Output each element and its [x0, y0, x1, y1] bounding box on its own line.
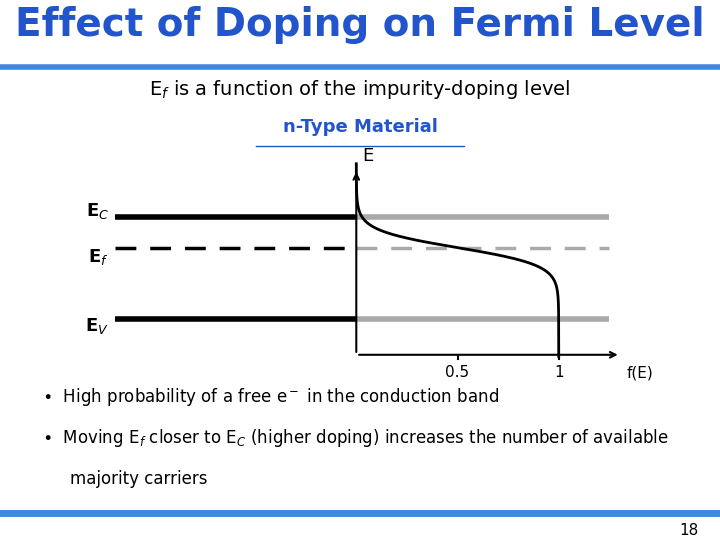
Text: E$_V$: E$_V$: [85, 316, 109, 336]
Text: f(E): f(E): [626, 366, 653, 381]
Text: E$_f$: E$_f$: [89, 247, 109, 267]
Text: 1: 1: [554, 366, 564, 381]
Text: majority carriers: majority carriers: [70, 470, 207, 488]
Text: Effect of Doping on Fermi Level: Effect of Doping on Fermi Level: [15, 5, 705, 44]
Text: $\bullet$  High probability of a free e$^-$ in the conduction band: $\bullet$ High probability of a free e$^…: [42, 386, 499, 408]
Text: E: E: [362, 147, 373, 165]
Text: n-Type Material: n-Type Material: [282, 118, 438, 137]
Text: $\bullet$  Moving E$_f$ closer to E$_C$ (higher doping) increases the number of : $\bullet$ Moving E$_f$ closer to E$_C$ (…: [42, 427, 669, 449]
Text: E$_C$: E$_C$: [86, 201, 109, 221]
Text: E$_f$ is a function of the impurity-doping level: E$_f$ is a function of the impurity-dopi…: [149, 78, 571, 100]
Text: 18: 18: [679, 523, 698, 538]
Text: 0.5: 0.5: [446, 366, 469, 381]
